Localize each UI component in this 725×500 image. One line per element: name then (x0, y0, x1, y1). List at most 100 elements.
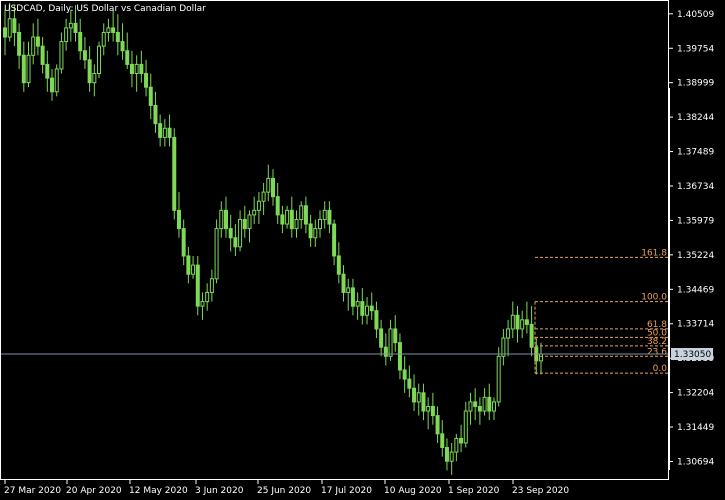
candle-body (106, 27, 111, 33)
y-tick-label: 1.33714 (677, 320, 714, 330)
x-tick-label: 25 Jun 2020 (257, 486, 311, 496)
fib-level-label: 61.8 (647, 320, 667, 330)
candle-body (416, 392, 421, 403)
candle-body (407, 378, 412, 389)
candle-body (322, 209, 327, 220)
candle-body (515, 314, 520, 330)
candle-body (172, 136, 177, 211)
y-tick-label: 1.31449 (677, 423, 714, 433)
x-tick-label: 23 Sep 2020 (512, 486, 569, 496)
candle-body (289, 209, 294, 230)
candle-body (26, 54, 31, 84)
candle-body (501, 337, 506, 357)
candle-body (101, 31, 106, 47)
candle-body (402, 369, 407, 380)
fib-level-label: 161.8 (641, 248, 667, 258)
x-tick-label: 27 Mar 2020 (4, 486, 61, 496)
candle-body (120, 41, 125, 52)
y-tick-label: 1.38244 (677, 113, 714, 123)
candle-body (299, 205, 304, 220)
candle-body (59, 41, 64, 70)
candle-body (247, 214, 252, 230)
y-tick-label: 1.35979 (677, 216, 714, 226)
fibonacci-retracement[interactable]: 161.8 100.0 61.850.038.223.6 0.0 (534, 248, 669, 374)
candle-body (21, 54, 26, 84)
candle-body (430, 405, 435, 417)
candle-body (412, 387, 417, 403)
candle-body (421, 392, 426, 412)
candle-body (144, 73, 149, 88)
candle-body (463, 410, 468, 444)
candle-body (158, 123, 163, 138)
candle-body (78, 31, 83, 52)
fib-level-label: 0.0 (653, 364, 668, 374)
fib-level-label: 50.0 (647, 328, 667, 338)
candle-body (491, 401, 496, 412)
candle-body (379, 328, 384, 348)
candle-body (68, 22, 73, 29)
candle-body (482, 396, 487, 412)
candle-body (393, 328, 398, 344)
candle-body (477, 405, 482, 412)
candle-body (162, 127, 167, 138)
candle-body (111, 27, 116, 33)
candle-body (176, 209, 181, 230)
candle-body (115, 31, 120, 43)
x-tick-label: 10 Aug 2020 (384, 486, 442, 496)
candle-body (191, 264, 196, 275)
candle-body (397, 342, 402, 371)
current-price-label: 1.33050 (674, 350, 711, 360)
candle-body (459, 437, 464, 444)
candle-body (336, 255, 341, 275)
y-tick-label: 1.35224 (677, 251, 714, 261)
x-tick-label: 20 Apr 2020 (66, 486, 122, 496)
candle-body (12, 18, 17, 33)
candle-body (209, 278, 214, 293)
x-tick-label: 3 Jun 2020 (195, 486, 244, 496)
y-tick-label: 1.39754 (677, 44, 714, 54)
candle-body (31, 36, 36, 56)
candle-body (129, 63, 134, 75)
candle-body (228, 228, 233, 239)
candle-body (313, 228, 318, 239)
candle-body (444, 447, 449, 462)
candle-body (308, 223, 313, 239)
candle-body (139, 63, 144, 75)
fib-level-label: 100.0 (641, 293, 667, 303)
candle-body (506, 328, 511, 339)
candle-body (256, 200, 261, 211)
candle-body (360, 301, 365, 316)
candle-body (233, 237, 238, 248)
candle-body (332, 223, 337, 257)
candle-body (82, 50, 87, 61)
y-tick-label: 1.30694 (677, 457, 714, 467)
candle-body (510, 314, 515, 330)
candle-body (219, 209, 224, 230)
candle-body (148, 86, 153, 106)
candle-body (303, 205, 308, 225)
x-tick-label: 17 Jul 2020 (321, 486, 372, 496)
candle-body (181, 228, 186, 257)
candle-body (266, 177, 271, 193)
candle-body (64, 27, 69, 43)
candle-body (468, 401, 473, 412)
candle-body (17, 31, 22, 56)
candle-body (214, 228, 219, 280)
candle-body (473, 401, 478, 407)
candle-body (487, 396, 492, 412)
candle-body (125, 50, 130, 65)
candle-body (374, 310, 379, 330)
candle-body (520, 319, 525, 330)
candle-body (327, 209, 332, 225)
candle-body (271, 177, 275, 198)
candle-body (318, 218, 323, 230)
candle-body (50, 77, 55, 93)
candles-layer (3, 2, 543, 475)
candle-body (350, 287, 355, 307)
y-tick-label: 1.34469 (677, 285, 714, 295)
y-tick-label: 1.36734 (677, 182, 714, 192)
candle-body (200, 301, 205, 307)
candle-body (539, 353, 543, 362)
